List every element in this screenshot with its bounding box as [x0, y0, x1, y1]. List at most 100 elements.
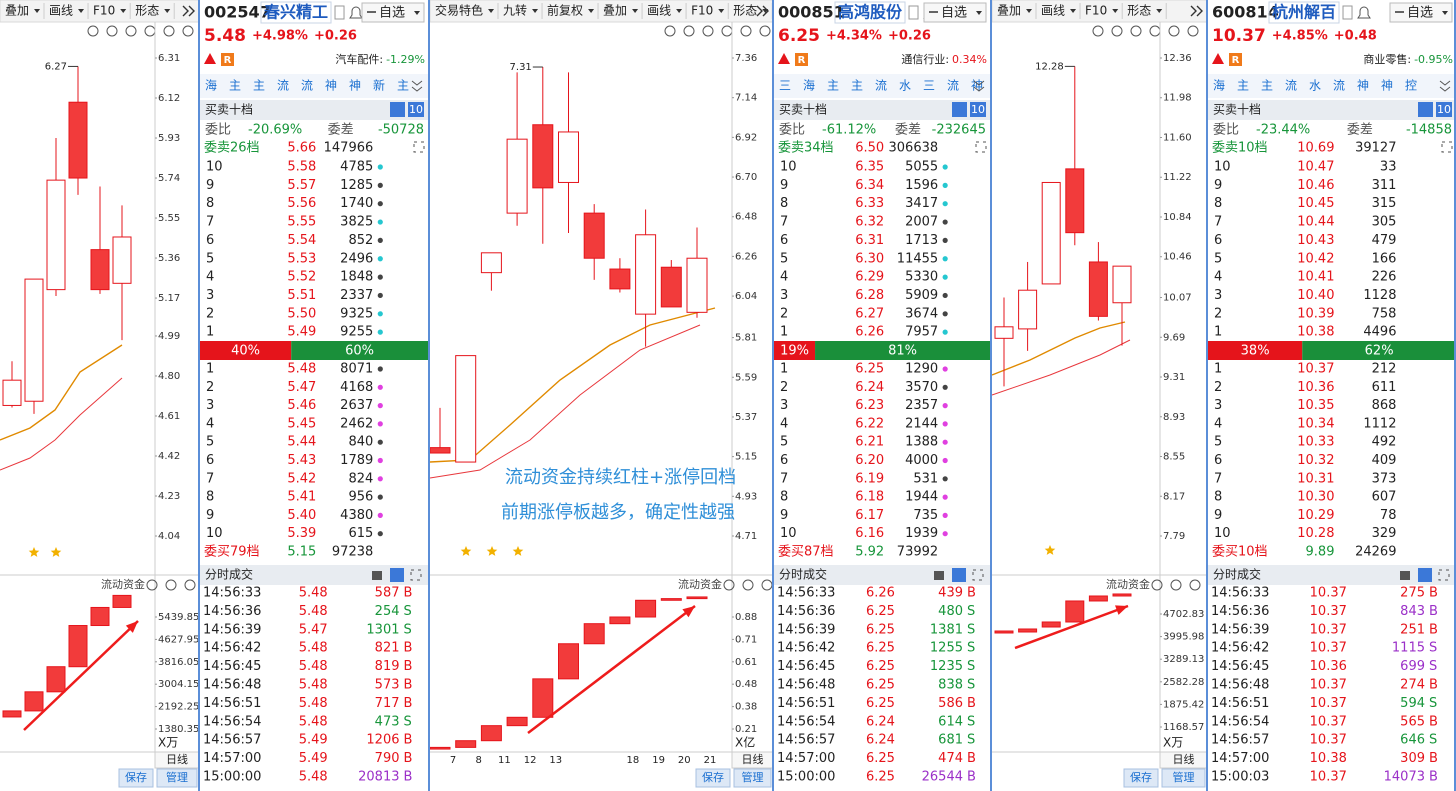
bid-volume: 492: [1372, 435, 1397, 450]
toolbar-item[interactable]: 画线: [647, 4, 671, 18]
toolbar-item[interactable]: 前复权: [547, 3, 583, 18]
candle-body: [90, 249, 110, 291]
toolbar-item[interactable]: 形态: [733, 4, 757, 18]
tag[interactable]: 流: [301, 79, 313, 93]
tool-icon[interactable]: [1130, 25, 1142, 37]
tool-icon[interactable]: [1168, 25, 1180, 37]
toolbar-item[interactable]: 叠加: [5, 4, 29, 18]
tool-icon[interactable]: [759, 25, 771, 37]
tag[interactable]: 主: [1237, 79, 1249, 93]
save-button[interactable]: [118, 768, 154, 788]
tag[interactable]: 主: [397, 79, 409, 93]
tag[interactable]: 神: [349, 79, 361, 93]
tag[interactable]: 三: [923, 79, 935, 93]
badge: [795, 53, 808, 66]
trade-time: 14:56:36: [1211, 604, 1269, 619]
tool-icon[interactable]: [683, 25, 695, 37]
tag[interactable]: 主: [1261, 79, 1273, 93]
ask-level: 8: [1214, 196, 1222, 211]
toolbar-item[interactable]: F10: [93, 4, 115, 18]
ask-price: 10.44: [1297, 215, 1334, 230]
toolbar-item[interactable]: 叠加: [997, 4, 1021, 18]
diff-value: -232645: [932, 123, 986, 138]
manage-button[interactable]: [156, 768, 198, 788]
manage-button[interactable]: [1161, 768, 1206, 788]
price-tick-label: 6.31: [158, 53, 180, 64]
ask-total-price: 10.69: [1297, 141, 1334, 156]
tag[interactable]: 神: [1357, 79, 1369, 93]
tag[interactable]: 水: [1309, 79, 1321, 93]
watch-button[interactable]: [361, 2, 425, 23]
tag[interactable]: 主: [827, 79, 839, 93]
tool-icon[interactable]: [125, 25, 137, 37]
trade-side: B: [404, 678, 413, 693]
manage-button[interactable]: [733, 768, 772, 788]
tool-icon[interactable]: [87, 25, 99, 37]
tag[interactable]: 神: [1381, 79, 1393, 93]
tool-icon[interactable]: [1092, 25, 1104, 37]
save-button[interactable]: [695, 768, 731, 788]
tool-icon[interactable]: [106, 25, 118, 37]
price-tick-label: 5.15: [735, 452, 757, 463]
ask-price: 10.41: [1297, 270, 1334, 285]
watch-button[interactable]: [1389, 2, 1453, 23]
toolbar-item[interactable]: F10: [691, 4, 713, 18]
ratio-bar-buy: [815, 341, 990, 360]
flow-bar: [112, 594, 132, 608]
flow-icon[interactable]: [184, 579, 196, 591]
flow-bar: [46, 666, 66, 693]
flow-icon[interactable]: [742, 579, 754, 591]
tag[interactable]: 主: [253, 79, 265, 93]
flow-icon[interactable]: [1189, 579, 1201, 591]
tag[interactable]: 流: [875, 79, 887, 93]
tool-icon[interactable]: [664, 25, 676, 37]
x-tick-label: 12: [524, 755, 537, 766]
tag[interactable]: 三: [779, 79, 791, 93]
flow-bar: [558, 643, 579, 680]
toolbar-item[interactable]: 画线: [49, 4, 73, 18]
tag[interactable]: 海: [803, 78, 815, 93]
save-button[interactable]: [1123, 768, 1159, 788]
tag[interactable]: 海: [205, 78, 217, 93]
flow-icon[interactable]: [1151, 579, 1163, 591]
toolbar-item[interactable]: 画线: [1041, 4, 1065, 18]
flow-icon[interactable]: [146, 579, 158, 591]
tag[interactable]: 流: [947, 79, 959, 93]
tag[interactable]: 控: [1405, 79, 1417, 93]
tag[interactable]: 神: [325, 79, 337, 93]
tool-icon[interactable]: [740, 25, 752, 37]
watch-button[interactable]: [923, 2, 987, 23]
tool-icon[interactable]: [1111, 25, 1123, 37]
tag[interactable]: 流: [277, 79, 289, 93]
toolbar-item[interactable]: 九转: [503, 3, 527, 18]
tag[interactable]: 海: [1213, 78, 1225, 93]
flow-icon[interactable]: [1170, 579, 1182, 591]
tag[interactable]: 主: [851, 79, 863, 93]
bid-price: 6.22: [855, 416, 884, 431]
tool-icon[interactable]: [702, 25, 714, 37]
tool-icon[interactable]: [1187, 25, 1199, 37]
flow-tick-label: 0.38: [735, 702, 757, 713]
tool-icon[interactable]: [163, 25, 175, 37]
flow-icon[interactable]: [165, 579, 177, 591]
tag[interactable]: 新: [373, 78, 385, 93]
bid-total-label: 委买87档: [778, 545, 834, 560]
toolbar-item[interactable]: 形态: [1127, 4, 1151, 18]
tag[interactable]: 流: [1285, 79, 1297, 93]
toolbar-item[interactable]: 叠加: [603, 4, 627, 18]
tag[interactable]: 流: [1333, 79, 1345, 93]
toolbar-item[interactable]: 交易特色: [435, 3, 483, 18]
toolbar-item[interactable]: F10: [1085, 4, 1107, 18]
tag[interactable]: 神: [971, 79, 983, 93]
x-tick-label: 8: [476, 755, 482, 766]
tool-icon[interactable]: [182, 25, 194, 37]
ask-price: 5.52: [287, 270, 316, 285]
trade-time: 14:56:54: [203, 714, 261, 729]
trade-side: S: [1429, 733, 1437, 748]
ask-volume: 852: [348, 233, 373, 248]
toolbar-item[interactable]: 形态: [135, 4, 159, 18]
tag[interactable]: 主: [229, 79, 241, 93]
tag[interactable]: 水: [899, 79, 911, 93]
trade-price: 6.24: [866, 714, 895, 729]
flow-icon[interactable]: [723, 579, 735, 591]
